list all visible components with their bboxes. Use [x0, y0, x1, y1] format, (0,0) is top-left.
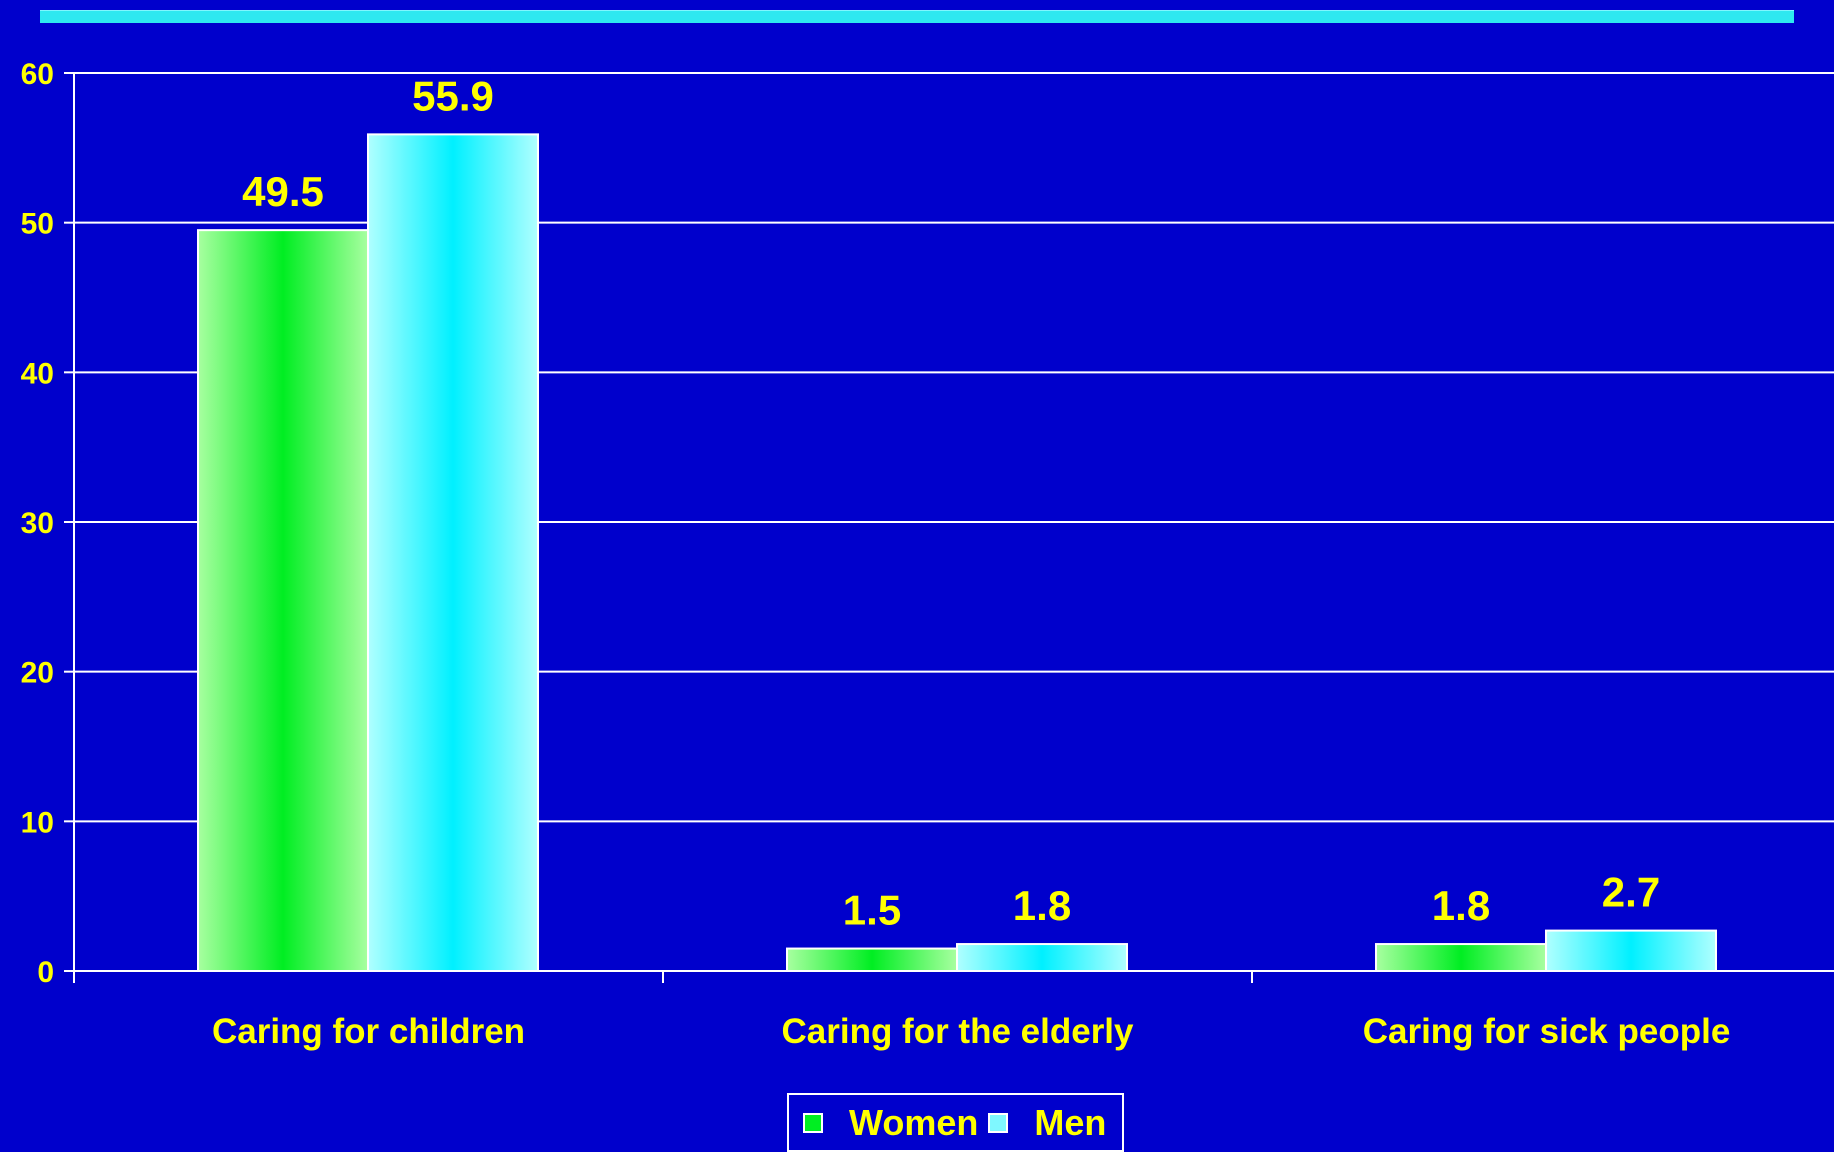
category-label-caring-for-the-elderly: Caring for the elderly: [781, 1012, 1134, 1051]
bar-chart: 0 10 20 30 40 50 60 49.5 55.9 Caring for children…: [21, 58, 1834, 1051]
y-tick-label-20: 20: [21, 657, 54, 690]
data-label-men-caring-for-sick-people: 2.7: [1602, 869, 1660, 916]
top-accent-rule: [40, 10, 1794, 23]
legend-item-women: Women: [803, 1102, 978, 1144]
y-tick-label-30: 30: [21, 507, 54, 540]
bar-men-caring-for-children: [367, 133, 539, 972]
legend-label-men: Men: [1034, 1101, 1107, 1143]
legend-item-men: Men: [988, 1102, 1106, 1144]
data-label-women-caring-for-children: 49.5: [242, 168, 324, 215]
bar-men-caring-for-sick-people: [1545, 929, 1717, 973]
bar-women-caring-for-children: [197, 229, 369, 972]
y-tick-label-0: 0: [37, 956, 54, 989]
category-label-caring-for-sick-people: Caring for sick people: [1363, 1012, 1731, 1051]
y-tick-label-60: 60: [21, 58, 54, 91]
legend-swatch-women: [803, 1112, 823, 1133]
data-label-women-caring-for-sick-people: 1.8: [1432, 882, 1490, 929]
data-label-men-caring-for-the-elderly: 1.8: [1013, 882, 1071, 929]
y-tick-label-50: 50: [21, 208, 54, 241]
legend-label-women: Women: [849, 1101, 979, 1143]
data-label-women-caring-for-the-elderly: 1.5: [843, 887, 901, 934]
bar-women-caring-for-the-elderly: [786, 947, 958, 972]
legend: Women Men: [787, 1093, 1124, 1152]
y-tick-label-40: 40: [21, 357, 54, 390]
bars: [197, 133, 1717, 973]
category-label-caring-for-children: Caring for children: [212, 1012, 525, 1051]
y-tick-label-10: 10: [21, 806, 54, 839]
legend-swatch-men: [988, 1112, 1009, 1133]
bar-men-caring-for-the-elderly: [956, 943, 1128, 972]
bar-women-caring-for-sick-people: [1375, 943, 1547, 972]
data-label-men-caring-for-children: 55.9: [412, 72, 494, 119]
labels: 0 10 20 30 40 50 60 49.5 55.9 Caring for children…: [21, 58, 1731, 1051]
